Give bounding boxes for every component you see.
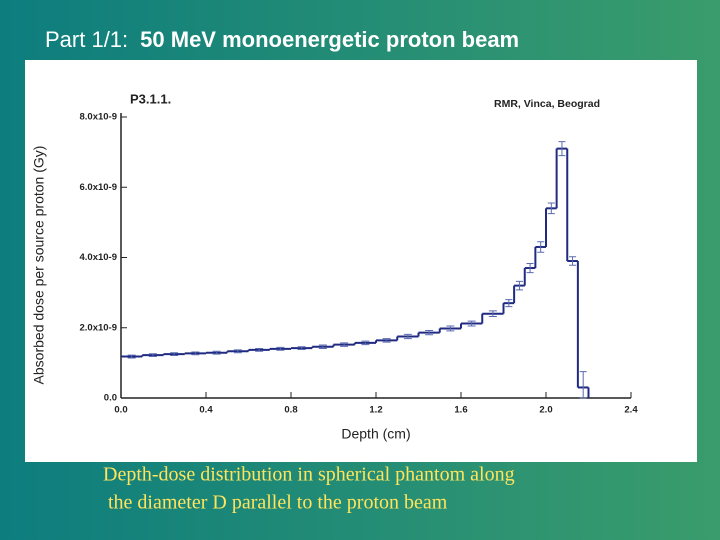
error-bar	[558, 141, 566, 157]
caption-line: Depth-dose distribution in spherical pha…	[103, 464, 515, 486]
error-bar	[255, 347, 264, 352]
y-tick-label: 4.0x10-9	[79, 252, 117, 263]
error-bar	[382, 338, 391, 343]
error-bar	[191, 351, 200, 356]
error-bar	[148, 353, 157, 358]
error-bar	[170, 352, 179, 356]
error-bar	[361, 340, 370, 346]
y-tick-label: 2.0x10-9	[79, 322, 117, 333]
error-bar	[233, 349, 242, 354]
error-bar	[297, 346, 306, 351]
error-bar	[212, 350, 221, 355]
x-tick-label: 1.6	[454, 405, 467, 416]
error-bar	[318, 344, 327, 349]
chart-title: P3.1.1.	[130, 91, 171, 106]
error-bar	[467, 320, 476, 327]
x-axis-title: Depth (cm)	[341, 426, 410, 442]
slide-title: Part 1/1: 50 MeV monoenergetic proton bea…	[45, 27, 519, 52]
error-bar	[446, 325, 455, 332]
x-tick-label: 1.2	[369, 405, 382, 416]
y-tick-label: 6.0x10-9	[79, 182, 117, 193]
x-tick-label: 2.4	[624, 405, 638, 416]
annotation: RMR, Vinca, Beograd	[494, 98, 600, 110]
chart-panel	[25, 60, 697, 462]
x-tick-label: 2.0	[539, 405, 552, 416]
error-bar	[127, 354, 136, 359]
title-prefix: Part 1/1:	[45, 27, 128, 52]
y-tick-label: 8.0x10-9	[79, 112, 117, 123]
y-axis-title: Absorbed dose per source proton (Gy)	[31, 146, 47, 385]
error-bar	[526, 262, 534, 274]
y-tick-label: 0.0	[104, 393, 117, 404]
error-bar	[569, 256, 577, 266]
error-bar	[340, 342, 349, 347]
error-bar	[276, 346, 285, 351]
x-tick-label: 0.0	[114, 405, 127, 416]
error-bar	[403, 333, 412, 340]
x-tick-label: 0.4	[199, 405, 213, 416]
error-bar	[488, 310, 497, 318]
error-bar	[537, 241, 545, 253]
error-bar	[425, 330, 434, 336]
error-bar	[579, 371, 587, 399]
caption-line: the diameter D parallel to the proton be…	[108, 492, 448, 514]
x-tick-label: 0.8	[284, 405, 297, 416]
error-bar	[505, 299, 513, 308]
error-bar	[547, 202, 555, 215]
title-main: 50 MeV monoenergetic proton beam	[140, 27, 519, 52]
error-bar	[515, 280, 523, 291]
